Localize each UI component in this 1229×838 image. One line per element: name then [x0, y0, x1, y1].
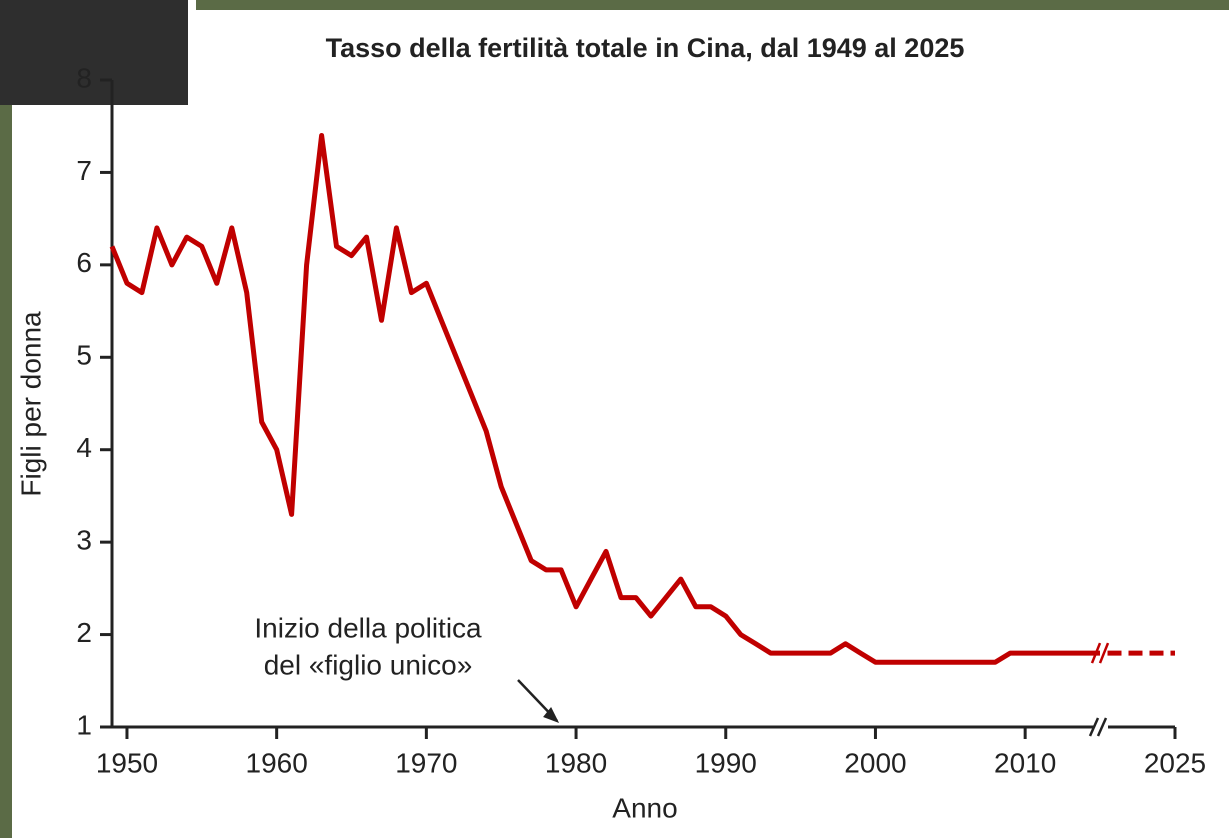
y-tick-label: 1 — [76, 709, 92, 740]
line-break — [1090, 642, 1102, 664]
x-tick-label: 2000 — [844, 747, 906, 778]
data-line — [109, 133, 1100, 665]
y-tick-label: 7 — [76, 155, 92, 186]
x-axis-label: Anno — [612, 792, 677, 823]
corner-image — [0, 0, 188, 105]
annotation-text: del «figlio unico» — [264, 649, 473, 680]
y-tick-label: 6 — [76, 247, 92, 278]
x-tick-label: 1960 — [246, 747, 308, 778]
axis-break — [1096, 717, 1108, 737]
axis-break — [1088, 717, 1100, 737]
annotation-arrowhead — [543, 707, 560, 723]
y-tick-label: 8 — [76, 62, 92, 93]
x-tick-label: 1970 — [395, 747, 457, 778]
annotation-text: Inizio della politica — [254, 612, 482, 643]
chart-panel — [12, 10, 1229, 838]
corner-border — [188, 0, 196, 10]
y-tick-label: 2 — [76, 617, 92, 648]
x-tick-label: 2010 — [994, 747, 1056, 778]
x-tick-label: 2025 — [1144, 747, 1206, 778]
x-tick-label: 1950 — [96, 747, 158, 778]
y-tick-label: 3 — [76, 525, 92, 556]
x-tick-label: 1990 — [695, 747, 757, 778]
line-break — [1098, 642, 1110, 664]
chart-title: Tasso della fertilità totale in Cina, da… — [326, 33, 965, 63]
y-axis-label: Figli per donna — [15, 311, 46, 497]
y-tick-label: 5 — [76, 340, 92, 371]
y-tick-label: 4 — [76, 432, 92, 463]
x-tick-label: 1980 — [545, 747, 607, 778]
